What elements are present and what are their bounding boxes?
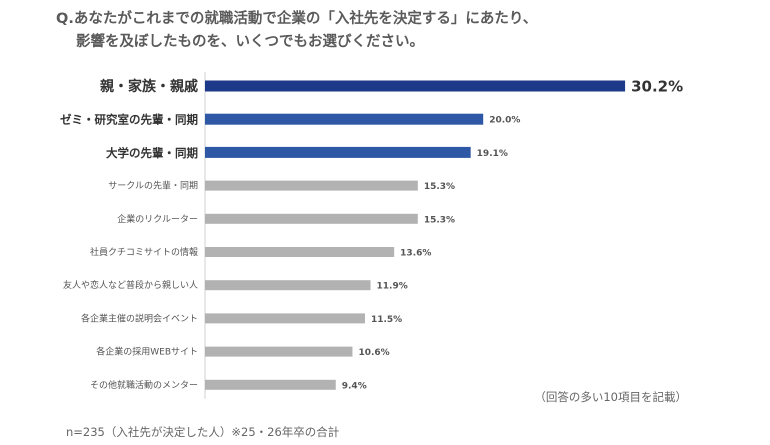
value-label: 20.0% (489, 116, 520, 126)
bar (205, 113, 484, 125)
question-line-1: Q.あなたがこれまでの就職活動で企業の「入社先を決定する」にあたり、 (56, 11, 538, 27)
question-text: Q.あなたがこれまでの就職活動で企業の「入社先を決定する」にあたり、 影響を及ぼ… (56, 8, 756, 54)
bar (205, 213, 418, 224)
bar (205, 247, 395, 257)
value-label: 15.3% (424, 182, 455, 192)
bar (205, 146, 471, 158)
bar (205, 313, 365, 324)
category-label: 各企業主催の説明会イベント (81, 312, 198, 324)
sample-footnote: n=235（入社先が決定した人）※25・26年卒の合計 (66, 425, 340, 439)
value-label: 30.2% (631, 78, 683, 96)
chart-note: （回答の多い10項目を記載） (534, 390, 687, 404)
value-label: 11.5% (371, 315, 402, 325)
value-label: 19.1% (477, 149, 508, 159)
category-label: 企業のリクルーター (117, 213, 198, 225)
value-label: 11.9% (377, 282, 408, 292)
value-label: 15.3% (424, 215, 455, 225)
category-label: 大学の先輩・同期 (106, 146, 198, 160)
value-label: 13.6% (400, 249, 431, 259)
bar (205, 346, 353, 357)
category-label: 友人や恋人など普段から親しい人 (63, 279, 198, 291)
value-label: 10.6% (358, 348, 389, 358)
bar (205, 379, 336, 390)
category-label: サークルの先輩・同期 (108, 180, 198, 192)
question-line-2: 影響を及ぼしたものを、いくつでもお選びください。 (76, 34, 424, 50)
category-label: 各企業の採用WEBサイト (96, 346, 198, 358)
category-label: 社員クチコミサイトの情報 (90, 246, 198, 258)
bar (205, 180, 418, 191)
bar (205, 280, 371, 291)
bar (205, 80, 626, 92)
category-label: ゼミ・研究室の先輩・同期 (60, 113, 198, 127)
category-label: 親・家族・親戚 (100, 78, 198, 95)
category-label: その他就職活動のメンター (90, 379, 198, 391)
value-label: 9.4% (342, 381, 367, 391)
